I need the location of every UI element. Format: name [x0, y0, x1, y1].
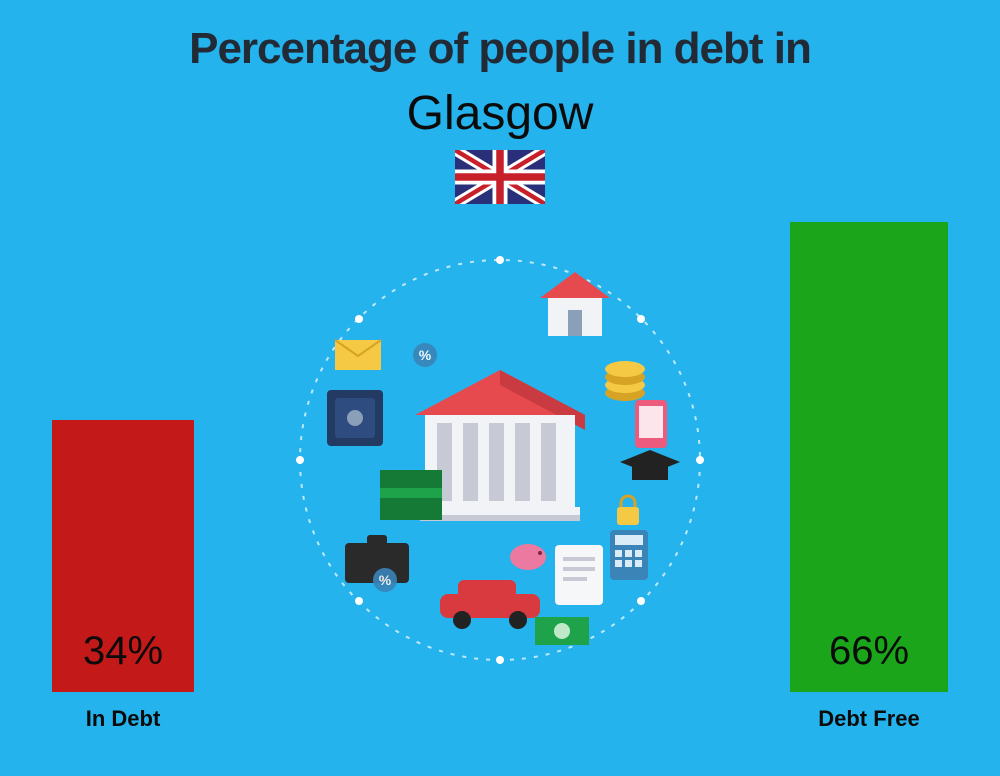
- bar-debt-free-label: Debt Free: [818, 706, 919, 732]
- car-icon: [440, 580, 540, 629]
- house-icon: [540, 272, 610, 336]
- city-subtitle: Glasgow: [0, 86, 1000, 141]
- bar-debt-free-rect: 66%: [790, 222, 948, 692]
- bar-in-debt: 34% In Debt: [52, 420, 194, 732]
- svg-text:%: %: [379, 572, 392, 588]
- bar-debt-free-value: 66%: [829, 629, 909, 674]
- uk-flag-icon: [455, 150, 545, 204]
- title: Percentage of people in debt in: [0, 24, 1000, 74]
- bar-in-debt-label: In Debt: [86, 706, 161, 732]
- calculator-icon: [610, 530, 648, 580]
- graduation-cap-icon: [620, 450, 680, 480]
- envelope-icon: [335, 340, 381, 370]
- safe-icon: [327, 390, 383, 446]
- piggy-bank-icon: [510, 544, 546, 570]
- padlock-icon: [617, 496, 639, 525]
- phone-icon: [635, 400, 667, 448]
- bar-debt-free: 66% Debt Free: [790, 222, 948, 732]
- finance-illustration: % %: [285, 245, 715, 675]
- cash-stack-icon: [380, 470, 442, 520]
- bar-in-debt-value: 34%: [83, 629, 163, 674]
- svg-text:%: %: [419, 347, 432, 363]
- coins-icon: [605, 361, 645, 401]
- infographic-canvas: Percentage of people in debt in Glasgow: [0, 0, 1000, 776]
- bar-in-debt-rect: 34%: [52, 420, 194, 692]
- clipboard-icon: [555, 545, 603, 605]
- banknote-icon: [535, 617, 589, 645]
